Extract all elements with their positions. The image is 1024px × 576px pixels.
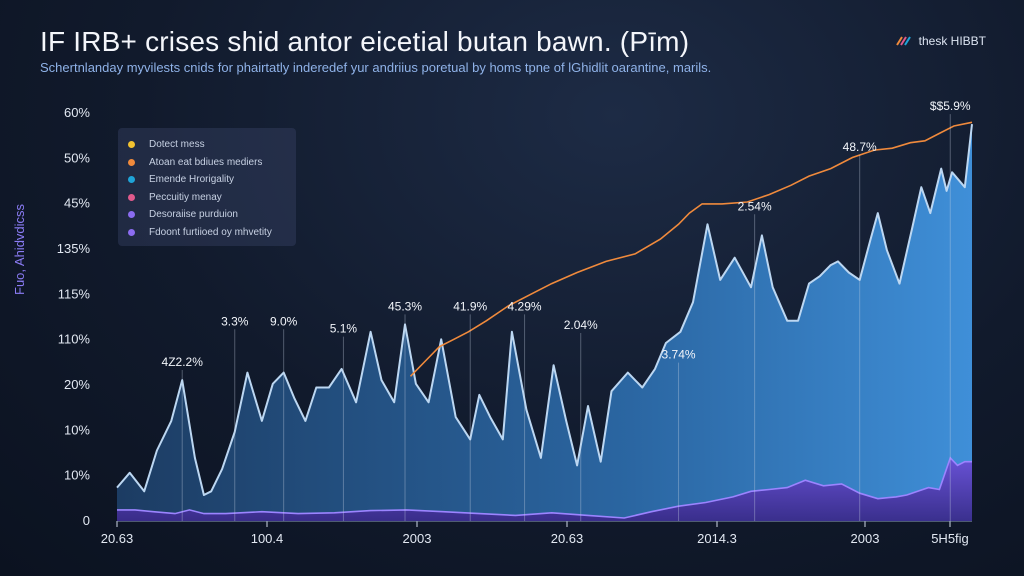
legend-item: Atoan eat bdiues mediers: [128, 154, 286, 172]
x-tick-label: 5H5fig: [931, 531, 969, 546]
legend-item: Fdoont furtiioed oy mhvetity: [128, 224, 286, 242]
y-tick-label: 50%: [64, 150, 90, 165]
x-tick-label: 2003: [403, 531, 432, 546]
series-orange-line: [409, 121, 973, 377]
legend-item: Dotect mess: [128, 136, 286, 154]
legend-swatch: [128, 228, 135, 236]
brand-label: thesk HIBBT: [918, 34, 986, 48]
y-tick-label: 20%: [64, 377, 90, 392]
brand: thesk HIBBT: [895, 34, 986, 48]
data-label: 9.0%: [270, 314, 298, 328]
chart-title: IF IRB+ crises shid antor eicetial butan…: [40, 26, 690, 57]
y-tick-label: 10%: [64, 422, 90, 437]
legend-swatch: [128, 193, 135, 201]
series-purple-area: [117, 457, 972, 521]
y-tick-label: 0: [83, 513, 90, 528]
data-label: 48.7%: [843, 140, 877, 154]
data-label: 3.74%: [662, 348, 696, 362]
series-blue-line: [116, 123, 973, 496]
y-tick-label: 135%: [57, 241, 91, 256]
legend-label: Dotect mess: [149, 139, 205, 151]
legend-swatch: [128, 176, 135, 184]
y-tick-label: 115%: [58, 286, 91, 301]
data-label: 2.04%: [564, 318, 598, 332]
x-tick-label: 100.4: [251, 531, 284, 546]
legend-swatch: [128, 158, 135, 166]
data-label: 3.3%: [221, 314, 249, 328]
data-label: 5.1%: [330, 322, 358, 336]
legend-label: Peccuitiy menay: [149, 191, 222, 203]
legend-item: Emende Hrorigality: [128, 171, 286, 189]
data-label: 41.9%: [453, 299, 487, 313]
chart-marks: [116, 121, 973, 521]
legend-label: Desoraiise purduion: [149, 209, 238, 221]
legend-item: Desoraiise purduion: [128, 206, 286, 224]
y-tick-label: 45%: [64, 196, 90, 211]
legend-swatch: [128, 141, 135, 149]
data-label: 4.29%: [508, 299, 542, 313]
x-tick-label: 20.63: [551, 531, 584, 546]
x-tick-label: 20.63: [101, 531, 134, 546]
legend: Dotect mess Atoan eat bdiues mediers Emend…: [118, 128, 296, 246]
x-tick-label: 2014.3: [697, 531, 737, 546]
data-label: 4Z2.2%: [162, 355, 204, 369]
legend-label: Emende Hrorigality: [149, 174, 235, 186]
x-axis-ticks: 20.63 100.4 2003 20.63 2014.3 2003 5H5fig: [101, 520, 972, 546]
x-tick-label: 2003: [851, 531, 880, 546]
legend-label: Atoan eat bdiues mediers: [149, 156, 263, 168]
data-label: 45.3%: [388, 299, 422, 313]
y-tick-label: 110%: [58, 332, 91, 347]
brand-logo-icon: [895, 36, 911, 46]
chart-annotations: 4Z2.2% 3.3% 9.0% 5.1% 45.3% 41.9% 4.29% 2.04% 3.…: [162, 99, 971, 521]
data-label: $$5.9%: [930, 99, 971, 113]
data-label: 2.54%: [738, 199, 772, 213]
series-blue-area: [117, 124, 972, 521]
y-tick-label: 60%: [64, 105, 90, 120]
y-axis-label: Fuo, Ahidvdicss: [12, 203, 27, 295]
chart-subtitle: Schertnlanday myvilests cnids for phairt…: [40, 60, 712, 75]
legend-label: Fdoont furtiioed oy mhvetity: [149, 226, 272, 238]
series-purple-line: [117, 456, 972, 519]
legend-swatch: [128, 211, 135, 219]
y-axis-ticks: 0 10% 10% 20% 110% 115% 135% 45% 50% 60%: [57, 105, 91, 528]
y-tick-label: 10%: [64, 468, 90, 483]
legend-item: Peccuitiy menay: [128, 189, 286, 207]
